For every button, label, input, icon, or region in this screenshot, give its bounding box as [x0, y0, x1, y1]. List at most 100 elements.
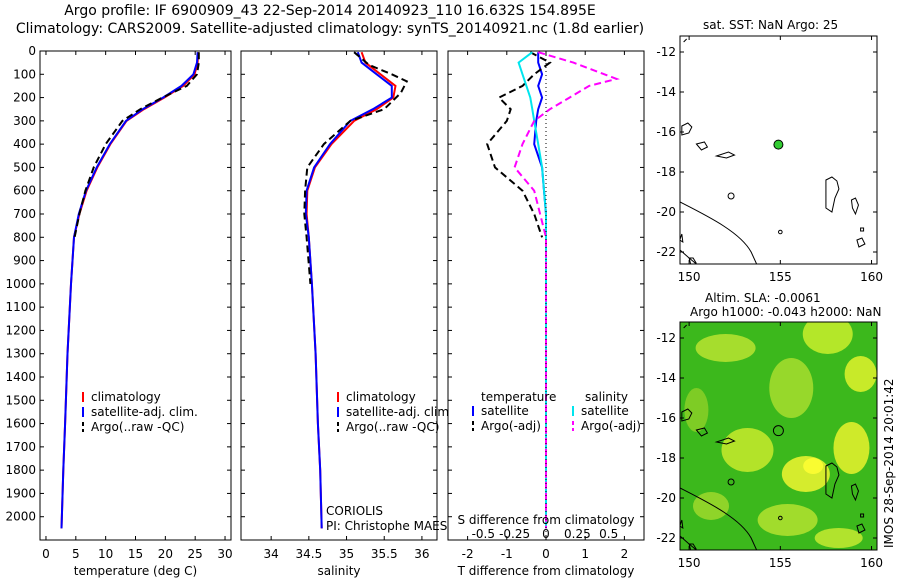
- sla-anomaly-patch: [721, 428, 774, 472]
- map-longitude-label: 160: [860, 556, 883, 570]
- legend-label: satellite-adj. clim.: [91, 405, 198, 419]
- imos-timestamp: IMOS 28-Sep-2014 20:01:42: [882, 378, 896, 548]
- depth-tick-label: 500: [13, 160, 36, 174]
- depth-tick-label: 100: [13, 67, 36, 81]
- figure-title-line-1: Argo profile: IF 6900909_43 22-Sep-2014 …: [64, 3, 596, 19]
- depth-tick-label: 1700: [5, 440, 36, 454]
- reef-outline: [856, 237, 866, 248]
- temperature-xtick-label: 0: [42, 547, 50, 561]
- sla-anomaly-patch: [757, 504, 818, 536]
- map-latitude-label: -12: [656, 45, 676, 59]
- coast-line: [688, 543, 697, 550]
- depth-tick-label: 1800: [5, 463, 36, 477]
- difference-xtick-label: 2: [621, 547, 629, 561]
- salinity-diff-tick-label: -0.5: [472, 527, 495, 541]
- temperature-xlabel: temperature (deg C): [74, 564, 197, 578]
- reef-outline: [714, 151, 736, 159]
- map-longitude-label: 155: [769, 270, 792, 284]
- sla-anomaly-patch: [769, 358, 814, 418]
- legend-heading-salinity: salinity: [585, 390, 628, 404]
- temperature-series-satelliteadjclim: [60, 52, 199, 529]
- legend-label: Argo(-adj): [581, 419, 641, 433]
- reef-outline: [860, 513, 865, 518]
- coastlines: [680, 38, 866, 264]
- salinity-xtick-label: 35.5: [371, 547, 398, 561]
- sla-map-panel: 150 155 160 -12 -14 -16 -18 -20 -22: [656, 321, 883, 570]
- map-latitude-label: -18: [656, 451, 676, 465]
- map-latitude-label: -20: [656, 491, 676, 505]
- island-outline: [778, 515, 783, 521]
- legend-label: Argo(-adj): [481, 419, 541, 433]
- map-latitude-label: -14: [656, 85, 676, 99]
- difference-xlabel: T difference from climatology: [457, 564, 635, 578]
- salinity-diff-tick-label: 0: [542, 527, 550, 541]
- map-latitude-label: -12: [656, 331, 676, 345]
- salinity-diff-label: S difference from climatology: [458, 513, 635, 527]
- depth-tick-label: 600: [13, 184, 36, 198]
- sla-anomaly-patch: [695, 334, 756, 362]
- coast-line: [688, 257, 697, 264]
- reef-outline: [714, 437, 736, 445]
- map-latitude-label: -14: [656, 371, 676, 385]
- difference-xtick-label: 1: [581, 547, 589, 561]
- temperature-xtick-label: 5: [72, 547, 80, 561]
- map-latitude-label: -18: [656, 165, 676, 179]
- legend-label: satellite: [481, 404, 529, 418]
- difference-xtick-label: -1: [501, 547, 513, 561]
- salinity-diff-tick-label: -0.25: [499, 527, 530, 541]
- reef-outline: [825, 176, 840, 213]
- sst-background: [680, 36, 877, 264]
- salinity-xtick-label: 34: [264, 547, 279, 561]
- map-latitude-label: -22: [656, 531, 676, 545]
- map-latitude-label: -20: [656, 205, 676, 219]
- map-longitude-label: 155: [769, 556, 792, 570]
- temperature-xtick-label: 15: [128, 547, 143, 561]
- depth-tick-label: 1400: [5, 370, 36, 384]
- sla-anomaly-patch: [684, 388, 709, 432]
- map-latitude-label: -22: [656, 245, 676, 259]
- depth-tick-label: 2000: [5, 510, 36, 524]
- sla-anomaly-patch: [802, 322, 853, 354]
- argo-location-marker: [772, 425, 784, 437]
- salinity-xtick-label: 34.5: [295, 547, 322, 561]
- map-longitude-label: 150: [678, 556, 701, 570]
- salinity-series-satelliteadjclim: [304, 51, 393, 529]
- figure-title-line-2: Climatology: CARS2009. Satellite-adjuste…: [15, 21, 645, 37]
- depth-tick-label: 1000: [5, 277, 36, 291]
- coast-line: [680, 233, 684, 244]
- depth-tick-label: 1100: [5, 300, 36, 314]
- temperature-xtick-label: 10: [98, 547, 113, 561]
- sla-map-title-line-1: Altim. SLA: -0.0061: [705, 291, 821, 305]
- reef-outline: [681, 408, 693, 422]
- depth-tick-label: 1200: [5, 323, 36, 337]
- legend-label: Argo(..raw -QC): [346, 420, 439, 434]
- legend-label: satellite-adj. clim.: [346, 405, 453, 419]
- sla-anomaly-patch: [833, 422, 870, 474]
- salinity-xtick-label: 35: [339, 547, 354, 561]
- legend-label: satellite: [581, 404, 629, 418]
- reef-outline: [860, 227, 865, 232]
- legend-heading-temperature: temperature: [481, 390, 556, 404]
- salinity-xlabel: salinity: [317, 564, 360, 578]
- salinity-diff-tick-label: 0.25: [564, 527, 591, 541]
- island-outline: [727, 478, 735, 486]
- data-center-label: CORIOLIS: [326, 504, 383, 518]
- island-outline: [778, 229, 783, 235]
- sst-map-panel: 150 155 160 -12 -14 -16 -18 -20 -22: [656, 35, 883, 284]
- argo-location-marker: [773, 139, 784, 150]
- reef-outline: [850, 483, 859, 502]
- reef-outline: [850, 197, 859, 216]
- map-latitude-label: -16: [656, 125, 676, 139]
- pi-label: PI: Christophe MAES: [326, 519, 447, 533]
- legend-label: Argo(..raw -QC): [91, 420, 184, 434]
- reef-edge-line: [680, 487, 758, 550]
- sla-map-title-line-2: Argo h1000: -0.043 h2000: NaN: [690, 305, 882, 319]
- difference-panel: -2 -1 0 1 2 T difference from climatology S di…: [447, 50, 645, 578]
- difference-series-argoadj: [486, 51, 552, 238]
- depth-tick-label: 700: [13, 207, 36, 221]
- coastlines: [680, 324, 866, 550]
- temperature-xtick-label: 30: [217, 547, 232, 561]
- island-outline: [727, 192, 735, 200]
- reef-outline: [695, 141, 709, 151]
